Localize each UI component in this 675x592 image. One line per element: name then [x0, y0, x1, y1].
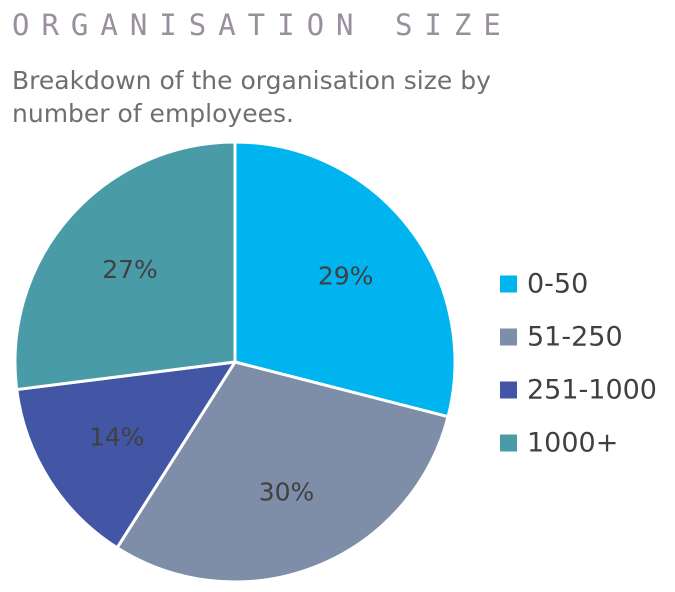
pie-slice-1000: [13, 140, 237, 392]
legend-item-51-250: 51-250: [500, 322, 623, 353]
pie-slice-251-1000: [15, 360, 237, 550]
legend-label-1000: 1000+: [527, 428, 618, 459]
legend-swatch-0-50: [500, 275, 517, 293]
legend: 0-50 51-250 251-1000 1000+: [500, 269, 657, 459]
chart-subtitle: Breakdown of the organisation size by nu…: [12, 66, 491, 128]
legend-label-251-1000: 251-1000: [527, 375, 657, 406]
legend-item-0-50: 0-50: [500, 269, 588, 300]
chart-title: ORGANISATION SIZE: [12, 8, 513, 42]
pie-value-labels: 29% 30% 14% 27%: [89, 255, 373, 507]
legend-item-1000: 1000+: [500, 428, 618, 459]
legend-label-51-250: 51-250: [527, 322, 623, 353]
legend-item-251-1000: 251-1000: [500, 375, 657, 406]
pie-value-label-1000: 27%: [102, 255, 158, 284]
pie-value-label-51-250: 30%: [259, 478, 315, 507]
pie-slice-51-250: [115, 360, 450, 584]
legend-swatch-51-250: [500, 328, 517, 346]
pie-slice-0-50: [233, 140, 457, 419]
legend-swatch-251-1000: [500, 381, 517, 399]
pie-value-label-0-50: 29%: [318, 262, 374, 291]
pie-slices: [13, 140, 457, 584]
pie-value-label-251-1000: 14%: [89, 423, 145, 452]
legend-label-0-50: 0-50: [527, 269, 588, 300]
legend-swatch-1000: [500, 434, 517, 452]
